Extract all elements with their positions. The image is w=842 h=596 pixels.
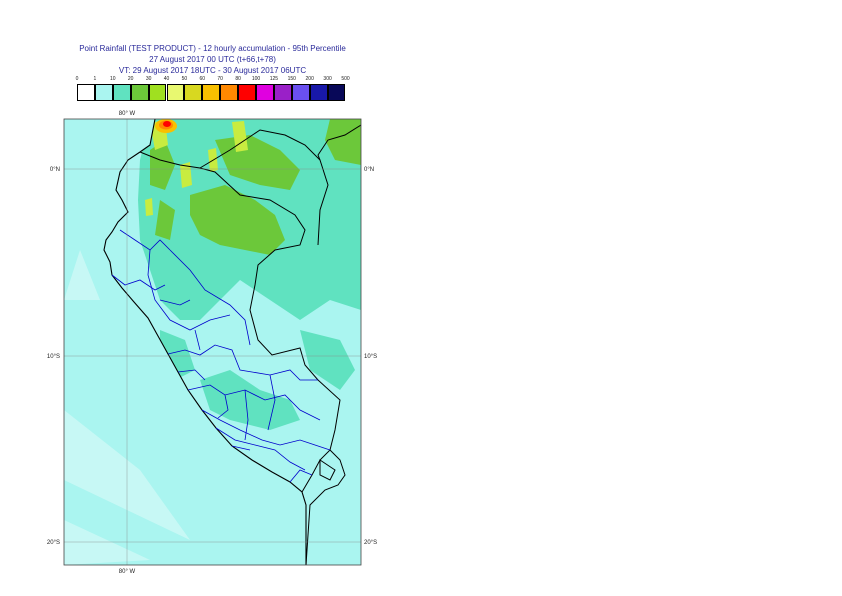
- legend-tick-label: 125: [269, 76, 279, 82]
- rain-maximum: [155, 119, 177, 133]
- lon-label-top: 80° W: [119, 111, 136, 117]
- legend-tick-label: 60: [199, 76, 206, 82]
- legend-swatch: [148, 84, 167, 101]
- lat-label-0-left: 0°N: [50, 167, 60, 173]
- legend-tick-label: 40: [163, 76, 170, 82]
- legend-swatch: [327, 84, 346, 101]
- legend-tick-label: 20: [127, 76, 134, 82]
- legend-swatch: [77, 84, 95, 101]
- legend-swatch: [220, 84, 239, 101]
- legend-swatch: [184, 84, 203, 101]
- lat-label-10s-right: 10°S: [364, 354, 377, 360]
- coastline: [103, 119, 307, 565]
- legend-tick-label: 1: [93, 76, 97, 82]
- legend-tick-label: 80: [235, 76, 241, 82]
- lat-label-10s-left: 10°S: [47, 354, 60, 360]
- regional-borders: [111, 229, 331, 483]
- legend-swatch: [166, 84, 185, 101]
- legend-swatch: [309, 84, 328, 101]
- legend-tick-label: 100: [251, 76, 261, 82]
- national-borders: [139, 124, 361, 565]
- legend-tick-label: 10: [110, 76, 116, 82]
- legend-swatch: [273, 84, 292, 101]
- legend-swatch: [256, 84, 274, 101]
- legend-swatch: [202, 84, 221, 101]
- legend-tick-label: 70: [217, 76, 223, 82]
- legend-swatch: [112, 84, 131, 101]
- legend-tick-label: 30: [145, 76, 152, 82]
- legend-swatch: [291, 84, 310, 101]
- legend-tick-label: 300: [323, 76, 332, 82]
- lon-label-bottom: 80° W: [119, 569, 136, 575]
- legend-swatch: [238, 84, 256, 101]
- graticule: [64, 119, 361, 565]
- map-title: Point Rainfall (TEST PRODUCT) - 12 hourl…: [79, 44, 346, 53]
- map-panel: [63, 118, 362, 566]
- legend-tick-label: 50: [181, 76, 188, 82]
- legend-tick-label: 200: [305, 76, 314, 82]
- map-frame: [63, 118, 362, 566]
- lat-label-0-right: 0°N: [364, 167, 374, 173]
- legend-swatch: [94, 84, 113, 101]
- lat-label-20s-right: 20°S: [364, 540, 377, 546]
- legend-swatch: [130, 84, 149, 101]
- map-subtitle-run: 27 August 2017 00 UTC (t+66,t+78): [149, 55, 276, 64]
- legend-tick-label: 150: [287, 76, 296, 82]
- lat-label-20s-left: 20°S: [47, 540, 60, 546]
- map-subtitle-validity: VT: 29 August 2017 18UTC - 30 August 201…: [118, 66, 307, 75]
- legend-tick-label: 500: [341, 76, 350, 82]
- legend-tick-label: 0: [75, 76, 79, 82]
